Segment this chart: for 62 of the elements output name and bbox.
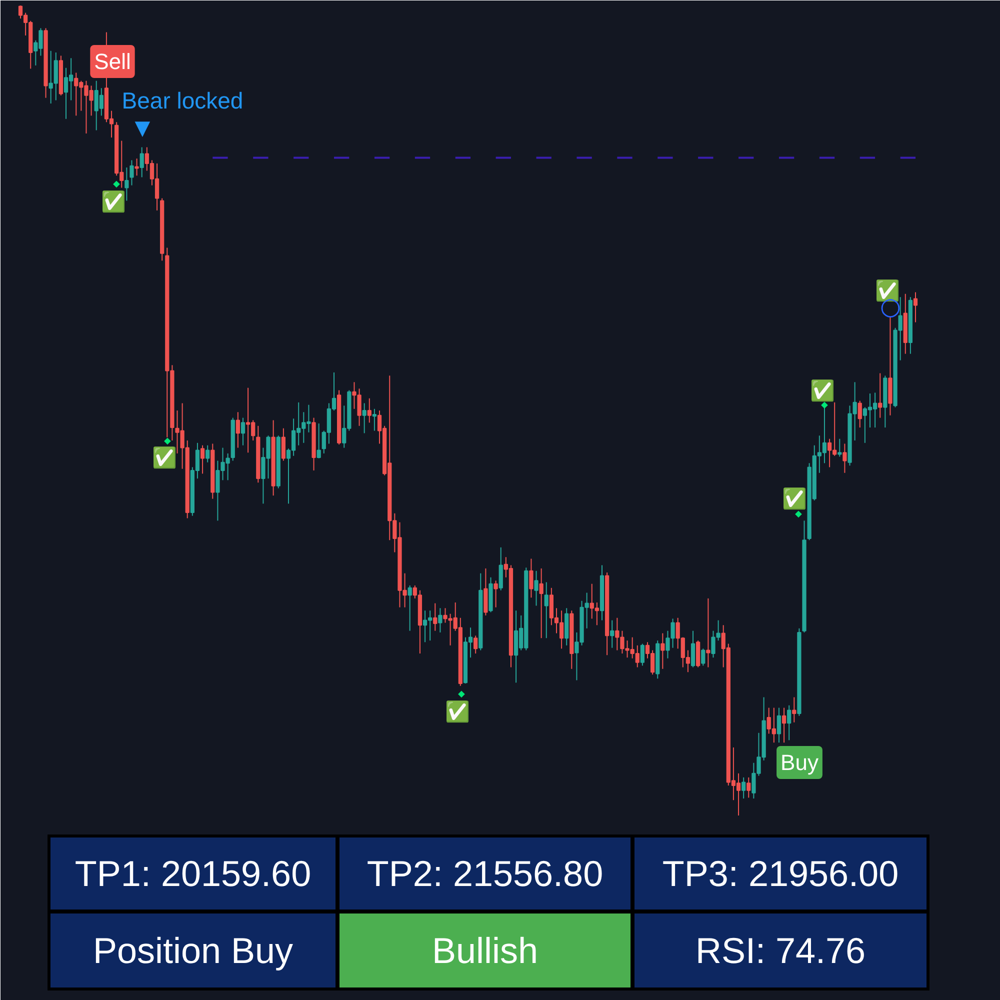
annotation: ✅ xyxy=(445,700,470,724)
text: TP2: 21556.80 xyxy=(366,853,604,894)
candlestick xyxy=(706,598,710,668)
candlestick xyxy=(124,167,129,202)
candlestick xyxy=(858,400,862,428)
text: RSI: 74.76 xyxy=(695,930,866,971)
annotation: ✅ xyxy=(810,378,835,402)
candlestick xyxy=(660,632,665,670)
candlestick xyxy=(206,444,210,463)
annotation: Buy xyxy=(780,750,818,775)
candlestick xyxy=(498,546,503,591)
candlestick xyxy=(690,630,696,668)
annotation: ✅ xyxy=(782,486,807,510)
annotation: ◆ xyxy=(458,690,466,700)
annotation: ◆ xyxy=(164,436,172,446)
candlestick xyxy=(474,635,478,654)
candlestick xyxy=(484,568,488,616)
candlestick xyxy=(529,558,534,598)
candlestick xyxy=(367,398,372,424)
candlestick xyxy=(316,422,321,459)
annotation: Bear locked xyxy=(122,88,244,114)
annotation: ✅ xyxy=(101,190,126,214)
text: TP3: 21956.00 xyxy=(662,853,899,894)
candlestick xyxy=(640,643,645,666)
text: Position Buy xyxy=(92,930,294,971)
candlestick xyxy=(842,443,847,474)
candlestick xyxy=(130,160,134,186)
annotation: ◆ xyxy=(795,510,802,520)
candlestick xyxy=(438,608,442,633)
candlestick xyxy=(200,444,205,474)
candlestick xyxy=(838,438,842,458)
candlestick xyxy=(372,408,377,432)
candlestick xyxy=(701,648,706,666)
candlestick xyxy=(362,402,366,434)
candlestick xyxy=(494,580,498,608)
candlestick xyxy=(236,412,240,448)
annotation: ◆ xyxy=(821,400,828,410)
candlestick xyxy=(408,584,412,632)
candlestick xyxy=(534,570,538,606)
candlestick xyxy=(878,372,882,418)
candlestick xyxy=(746,776,751,798)
candlestick xyxy=(539,568,544,639)
candlestick xyxy=(240,417,246,446)
text: Bullish xyxy=(432,930,538,971)
candlestick xyxy=(544,582,548,639)
candlestick xyxy=(742,776,746,799)
annotation: Sell xyxy=(94,49,131,74)
candlestick xyxy=(792,696,796,723)
candlestick xyxy=(610,620,614,648)
candlestick xyxy=(281,428,286,462)
candlestick xyxy=(913,292,918,323)
annotation: ▼ xyxy=(134,116,151,140)
candlestick xyxy=(433,602,438,632)
candlestick xyxy=(696,640,700,668)
annotation: ✅ xyxy=(152,446,177,470)
candlestick xyxy=(776,707,782,744)
candlestick xyxy=(782,707,786,744)
candlestick xyxy=(787,704,792,741)
annotation: ◆ xyxy=(113,180,120,190)
text: TP1: 20159.60 xyxy=(74,853,312,894)
candlestick xyxy=(134,158,139,176)
candlestick xyxy=(140,146,144,178)
